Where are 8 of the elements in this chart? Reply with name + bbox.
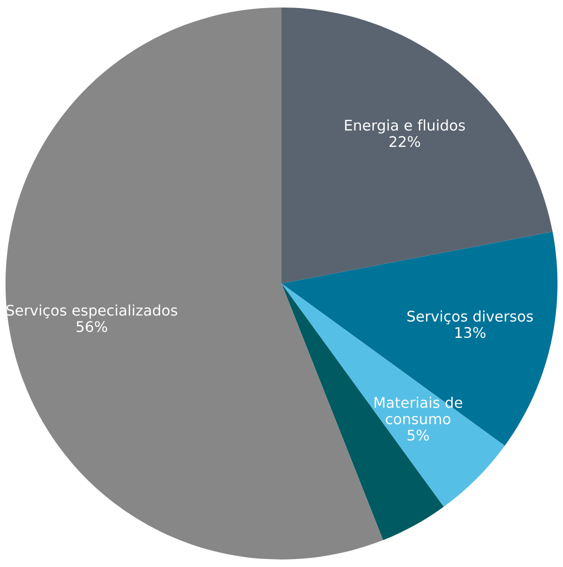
slice-label: Serviços especializados <box>6 304 178 319</box>
slice-label: Serviços diversos <box>407 310 533 324</box>
data-label: 56% <box>76 321 108 332</box>
data-label: 13% <box>455 327 486 338</box>
data-label: 22% <box>390 136 420 148</box>
slice-label: Materiais de consumo <box>374 396 462 424</box>
data-label: 5% <box>408 430 429 441</box>
slice-label: Energia e fluidos <box>345 119 465 134</box>
